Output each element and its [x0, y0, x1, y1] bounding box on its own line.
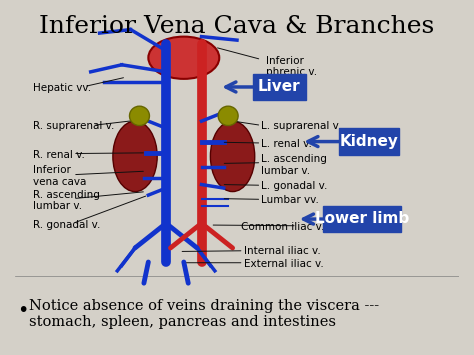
Text: •: •	[18, 301, 29, 320]
Text: Hepatic vv.: Hepatic vv.	[33, 83, 91, 93]
Text: L. ascending
lumbar v.: L. ascending lumbar v.	[261, 154, 327, 176]
Text: Inferior
phrenic v.: Inferior phrenic v.	[266, 56, 317, 77]
Text: Inferior Vena Cava & Branches: Inferior Vena Cava & Branches	[39, 16, 435, 38]
Ellipse shape	[113, 121, 157, 192]
Ellipse shape	[148, 37, 219, 79]
Ellipse shape	[210, 121, 255, 192]
Text: L. gonadal v.: L. gonadal v.	[261, 181, 328, 191]
Text: Internal iliac v.: Internal iliac v.	[244, 246, 320, 256]
Text: Common iliac v.: Common iliac v.	[241, 222, 325, 232]
Text: Lower limb: Lower limb	[315, 211, 410, 226]
Text: L. renal v.: L. renal v.	[261, 139, 312, 149]
Text: Notice absence of veins draining the viscera ---
stomach, spleen, pancreas and i: Notice absence of veins draining the vis…	[28, 299, 379, 329]
Text: Inferior
vena cava: Inferior vena cava	[33, 165, 86, 186]
Text: Liver: Liver	[258, 79, 301, 94]
Text: Kidney: Kidney	[339, 134, 398, 149]
Text: External iliac v.: External iliac v.	[244, 259, 323, 269]
Text: L. suprarenal v.: L. suprarenal v.	[261, 121, 342, 131]
FancyBboxPatch shape	[253, 73, 306, 100]
Text: R. gonadal v.: R. gonadal v.	[33, 220, 100, 230]
FancyBboxPatch shape	[323, 206, 401, 232]
FancyBboxPatch shape	[339, 128, 399, 155]
Ellipse shape	[129, 106, 149, 126]
Text: Lumbar vv.: Lumbar vv.	[261, 195, 319, 206]
Ellipse shape	[218, 106, 238, 126]
Text: R. ascending
lumbar v.: R. ascending lumbar v.	[33, 190, 100, 211]
Text: R. renal v.: R. renal v.	[33, 149, 85, 160]
Text: R. suprarenal v.: R. suprarenal v.	[33, 121, 114, 131]
